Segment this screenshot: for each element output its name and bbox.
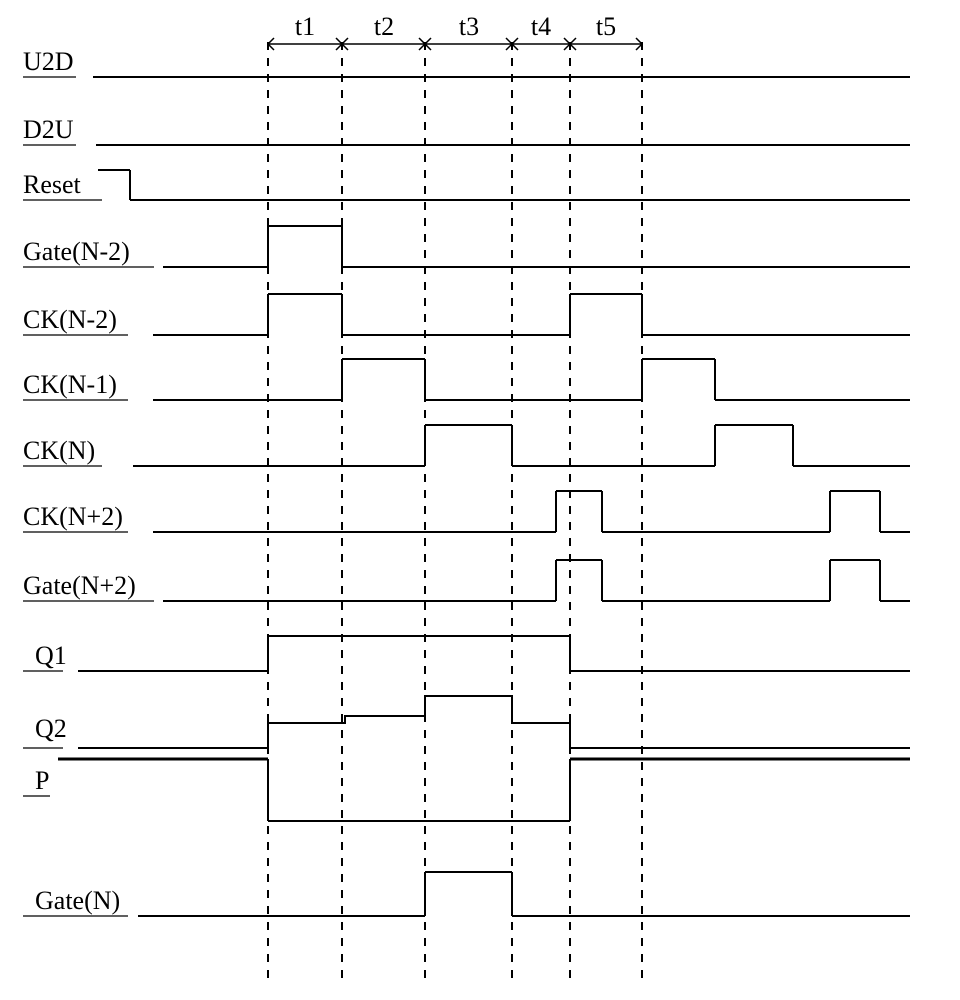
timing-diagram-container: t1 t2 t3 t4 t5 U2D D2U Reset Gate(N-2) C… (0, 0, 960, 1000)
timing-svg (0, 0, 960, 1000)
